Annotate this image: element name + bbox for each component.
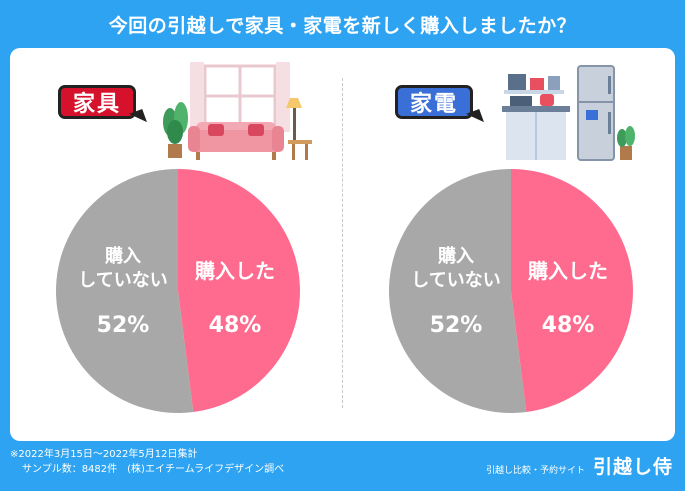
brand-logo: 引越し侍 [592, 456, 673, 478]
footer-note: ※2022年3月15日〜2022年5月12日集計 サンプル数：8482件 (株)… [10, 447, 284, 477]
pie-value-not-bought: 52% [97, 313, 150, 338]
pie-label-bought: 購入した [528, 259, 608, 283]
furniture-illustration-icon [163, 62, 312, 160]
pie-value-not-bought: 52% [430, 313, 483, 338]
pie-slice-not-bought [56, 169, 194, 413]
footer-note-sample: サンプル数：8482件 (株)エイチームライフデザイン調べ [22, 464, 285, 475]
divider [342, 78, 343, 408]
brand: 引越し比較・予約サイト 引越し侍 [486, 452, 673, 479]
appliance-badge: 家電 [395, 85, 474, 119]
pie-slice-not-bought [389, 169, 527, 413]
furniture-badge: 家具 [58, 85, 137, 119]
chart-panel: 家具 購入した 48% 購入 していない 52% [10, 48, 675, 441]
furniture-pie: 購入した 48% 購入 していない 52% [56, 169, 300, 413]
appliance-illustration-icon [502, 65, 635, 161]
brand-tagline: 引越し比較・予約サイト [485, 466, 585, 476]
footer-note-date: ※2022年3月15日〜2022年5月12日集計 [10, 449, 198, 460]
pie-label-not-bought-2: していない [411, 270, 500, 291]
pie-slice-bought [511, 169, 633, 413]
page-title: 今回の引越しで家具・家電を新しく購入しましたか？ [108, 14, 577, 37]
pie-label-bought: 購入した [195, 259, 275, 283]
appliance-pie: 購入した 48% 購入 していない 52% [389, 169, 633, 413]
pie-slice-bought [178, 169, 300, 413]
pie-value-bought: 48% [209, 313, 262, 338]
pie-value-bought: 48% [542, 313, 595, 338]
pie-label-not-bought-1: 購入 [437, 245, 474, 267]
pie-label-not-bought-1: 購入 [104, 245, 141, 267]
pie-label-not-bought-2: していない [78, 270, 167, 291]
